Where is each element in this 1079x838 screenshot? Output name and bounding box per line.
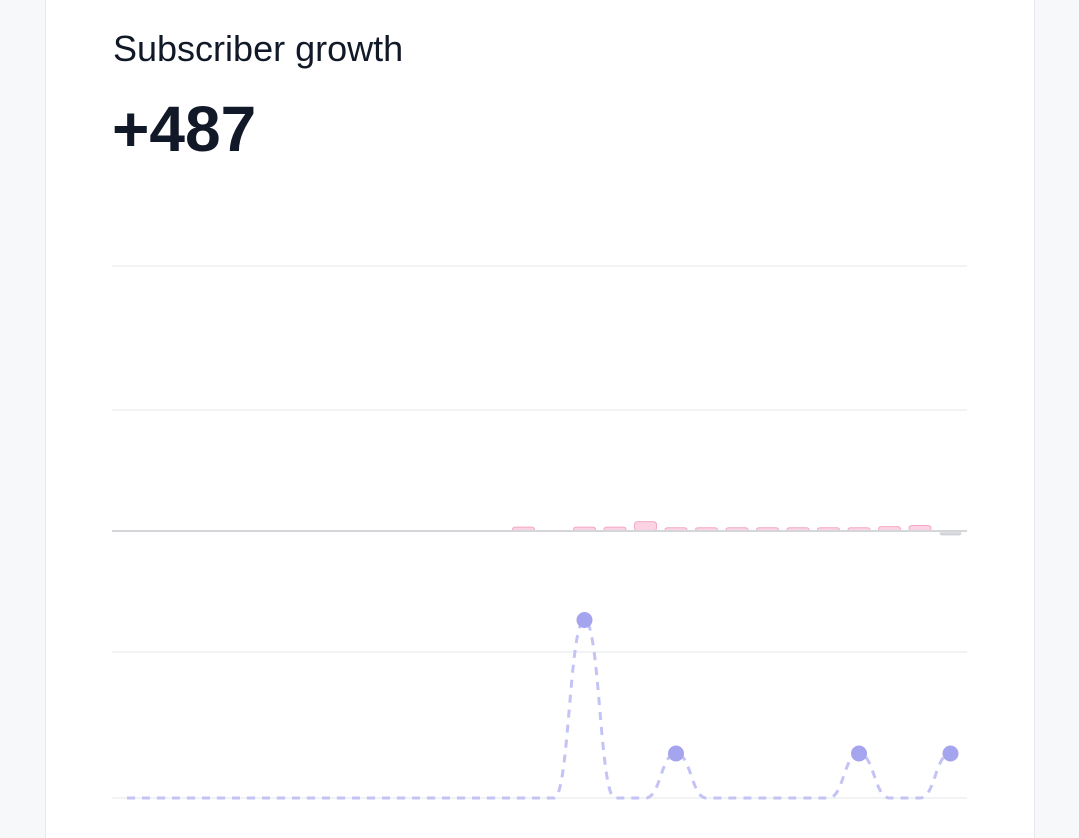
card-title: Subscriber growth	[113, 28, 404, 69]
line-point	[851, 745, 867, 762]
line-point	[942, 745, 959, 762]
bar-mark	[634, 521, 657, 532]
line-series-path	[126, 618, 951, 800]
subscriber-growth-value: +487	[112, 93, 257, 165]
line-point	[668, 745, 684, 762]
subscriber-growth-card: Subscriber growth +487	[45, 0, 1035, 838]
line-point	[576, 612, 593, 628]
bar-mark	[939, 531, 962, 536]
